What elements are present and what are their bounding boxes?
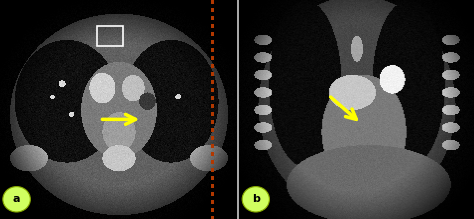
- Circle shape: [242, 187, 269, 212]
- Bar: [97, 26, 123, 46]
- Text: b: b: [252, 194, 260, 204]
- Text: a: a: [13, 194, 20, 204]
- Circle shape: [3, 187, 30, 212]
